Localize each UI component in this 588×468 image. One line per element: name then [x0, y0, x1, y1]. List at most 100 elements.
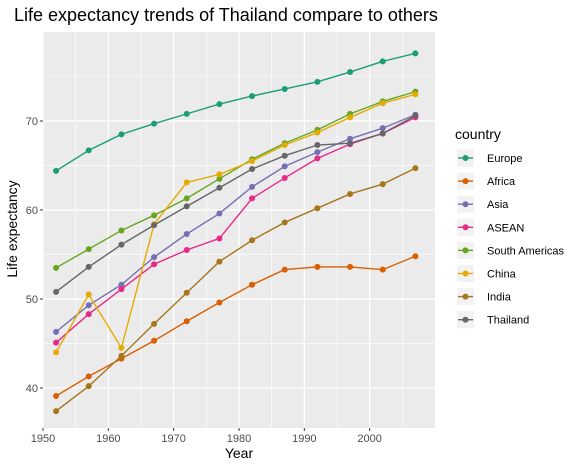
data-point	[53, 349, 60, 356]
series-china	[53, 91, 419, 356]
series-europe	[53, 50, 419, 174]
series-line	[55, 167, 416, 412]
data-point	[118, 241, 125, 248]
x-tick-label: 1990	[292, 433, 316, 445]
data-point	[412, 112, 419, 119]
data-point	[183, 203, 190, 210]
data-point	[379, 130, 386, 137]
data-point	[379, 100, 386, 107]
legend-label: China	[487, 269, 517, 281]
data-point	[216, 101, 223, 108]
data-point	[118, 227, 125, 234]
data-point	[85, 302, 92, 309]
x-tick-label: 1950	[31, 433, 55, 445]
data-point	[314, 155, 321, 162]
data-point	[118, 131, 125, 138]
data-point	[118, 344, 125, 351]
data-point	[379, 266, 386, 273]
data-point	[53, 392, 60, 399]
legend-item: South Americas	[457, 241, 565, 259]
data-point	[151, 320, 158, 327]
data-point	[281, 152, 288, 159]
data-point	[347, 114, 354, 121]
legend-label: South Americas	[487, 245, 565, 257]
x-tick-label: 1980	[227, 433, 251, 445]
data-point	[249, 281, 256, 288]
legend: country Europe Africa Asia ASEAN South Ameri…	[455, 126, 565, 329]
series-line	[55, 93, 416, 353]
legend-label: Thailand	[487, 315, 529, 327]
data-point	[85, 383, 92, 390]
x-axis-title: Year	[225, 445, 254, 461]
series-line	[55, 52, 416, 172]
data-point	[249, 158, 256, 165]
data-point	[151, 212, 158, 219]
legend-label: ASEAN	[487, 222, 524, 234]
x-tick-label: 1960	[96, 433, 120, 445]
data-point	[347, 135, 354, 142]
data-point	[412, 91, 419, 98]
data-point	[85, 246, 92, 253]
data-point	[347, 140, 354, 147]
data-point	[85, 147, 92, 154]
data-point	[412, 50, 419, 57]
legend-item: Europe	[457, 149, 522, 167]
series-india	[53, 165, 419, 415]
data-point	[53, 339, 60, 346]
data-point	[85, 373, 92, 380]
data-point	[118, 286, 125, 293]
data-point	[314, 263, 321, 270]
data-point	[183, 110, 190, 117]
data-point	[281, 174, 288, 181]
data-point	[53, 264, 60, 271]
data-point	[281, 85, 288, 92]
data-point	[53, 167, 60, 174]
legend-item: Africa	[457, 172, 516, 190]
y-tick-label: 70	[26, 116, 38, 128]
legend-label: Asia	[487, 199, 509, 211]
data-point	[85, 263, 92, 270]
y-axis-title: Life expectancy	[4, 180, 20, 277]
series-thailand	[53, 112, 419, 295]
data-point	[249, 195, 256, 202]
data-point	[183, 289, 190, 296]
data-point	[53, 328, 60, 335]
data-point	[183, 179, 190, 186]
data-point	[314, 78, 321, 85]
data-point	[216, 171, 223, 178]
data-point	[281, 266, 288, 273]
legend-item: ASEAN	[457, 218, 524, 236]
legend-label: Europe	[487, 153, 522, 165]
legend-label: India	[487, 292, 512, 304]
data-point	[216, 175, 223, 182]
series-asia	[53, 111, 419, 335]
data-point	[85, 291, 92, 298]
data-point	[281, 163, 288, 170]
legend-key-point	[462, 247, 469, 254]
data-point	[412, 165, 419, 172]
data-point	[347, 190, 354, 197]
legend-item: China	[457, 265, 517, 282]
data-point	[53, 288, 60, 295]
data-point	[314, 149, 321, 156]
data-point	[183, 318, 190, 325]
legend-item: India	[457, 288, 512, 306]
data-point	[151, 254, 158, 261]
data-point	[216, 210, 223, 217]
legend-item: Asia	[457, 195, 509, 213]
x-tick-label: 2000	[357, 433, 381, 445]
data-point	[151, 120, 158, 127]
y-tick-label: 50	[26, 294, 38, 306]
data-point	[118, 352, 125, 359]
legend-key-point	[462, 201, 469, 208]
data-point	[85, 311, 92, 318]
data-point	[249, 166, 256, 173]
grid-lines	[42, 32, 435, 428]
data-point	[151, 261, 158, 268]
legend-key-point	[462, 293, 469, 300]
chart-title: Life expectancy trends of Thailand compa…	[14, 5, 438, 25]
data-point	[151, 222, 158, 229]
data-point	[53, 408, 60, 415]
data-point	[151, 337, 158, 344]
